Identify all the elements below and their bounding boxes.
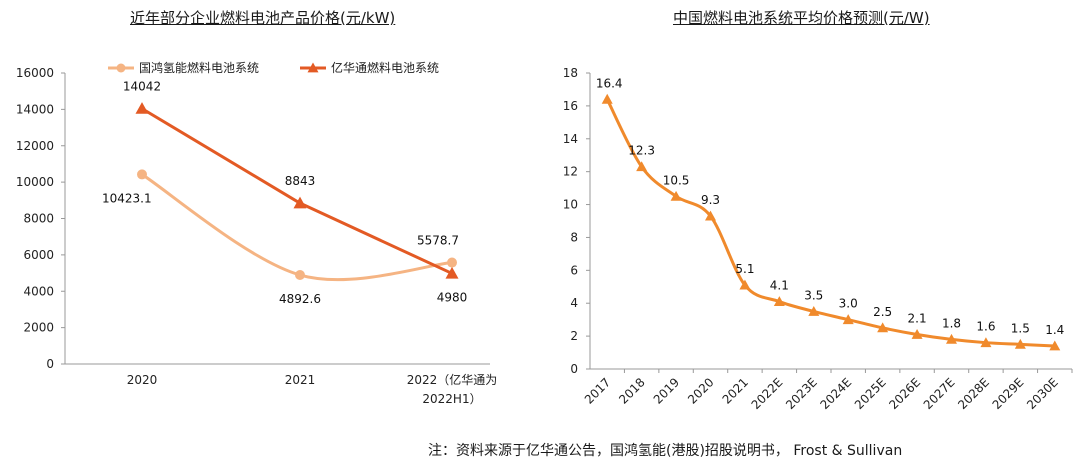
y-tick-label: 16000 — [16, 66, 54, 80]
y-tick-label: 12000 — [16, 139, 54, 153]
x-tick-label: 2017 — [582, 375, 613, 406]
data-point — [705, 210, 716, 221]
x-tick-label: 2020 — [685, 375, 716, 406]
data-label: 4892.6 — [279, 292, 321, 306]
x-tick-label: 2030E — [1024, 375, 1061, 412]
x-tick-label: 2025E — [852, 375, 889, 412]
series-line — [605, 98, 1055, 348]
data-point — [842, 314, 854, 325]
x-tick-label-line: 2022H1） — [422, 392, 481, 406]
data-label: 16.4 — [596, 76, 623, 90]
data-point — [808, 305, 820, 316]
data-label: 9.3 — [701, 193, 720, 207]
y-tick-label: 14000 — [16, 102, 54, 116]
x-tick-label: 2018 — [616, 375, 647, 406]
x-tick-label: 2026E — [886, 375, 923, 412]
data-label: 2.5 — [873, 305, 892, 319]
data-label: 1.6 — [976, 320, 995, 334]
source-note: 注：资料来源于亿华通公告，国鸿氢能(港股)招股说明书， Frost & Sull… — [428, 443, 903, 459]
x-tick-label: 2023E — [783, 375, 820, 412]
legend-label: 国鸿氢能燃料电池系统 — [139, 60, 259, 75]
data-label: 1.4 — [1045, 323, 1064, 337]
data-point — [636, 161, 648, 172]
y-tick-label: 4000 — [23, 284, 54, 298]
data-label: 1.5 — [1011, 321, 1030, 335]
legend-label: 亿华通燃料电池系统 — [331, 60, 439, 75]
chart-1: 0 2000 4000 6000 8000 10000 12000 14000 16000 202… — [16, 60, 498, 406]
legend-marker — [307, 62, 319, 73]
data-label: 5578.7 — [417, 234, 459, 248]
x-tick-label: 2027E — [921, 375, 958, 412]
y-tick-label: 8 — [570, 230, 578, 244]
y-tick-label: 2 — [570, 329, 578, 343]
y-tick-label: 0 — [570, 362, 578, 376]
data-point — [1014, 338, 1026, 349]
y-tick-label: 0 — [46, 357, 54, 371]
x-tick-label-line: 2020 — [127, 373, 158, 387]
data-label: 8843 — [285, 174, 316, 188]
data-point — [295, 270, 305, 281]
chart-1-title: 近年部分企业燃料电池产品价格(元/kW) — [130, 9, 396, 27]
legend-marker — [116, 63, 126, 73]
data-label: 12.3 — [628, 144, 655, 158]
y-tick-label: 10 — [563, 198, 578, 212]
x-tick-label: 2019 — [651, 375, 682, 406]
data-point — [877, 322, 889, 333]
y-tick-label: 8000 — [23, 212, 54, 226]
x-tick-label: 2028E — [955, 375, 992, 412]
chart-2: 0 2 4 6 8 10 12 14 16 18 2017 2018 2019 2020 20212022E… — [563, 66, 1073, 412]
data-label: 10423.1 — [102, 191, 152, 205]
y-tick-label: 6 — [570, 263, 578, 277]
data-label: 3.5 — [804, 288, 823, 302]
data-point — [1049, 340, 1061, 351]
y-tick-label: 18 — [563, 66, 578, 80]
data-label: 3.0 — [839, 297, 858, 311]
data-point — [601, 93, 613, 104]
data-label: 14042 — [123, 80, 161, 94]
x-tick-label-line: 2021 — [285, 373, 316, 387]
data-label: 4980 — [437, 290, 468, 304]
data-label: 1.8 — [942, 316, 961, 330]
data-point — [773, 296, 785, 306]
data-point — [293, 196, 307, 209]
y-tick-label: 16 — [563, 99, 578, 113]
y-tick-label: 2000 — [23, 321, 54, 335]
data-point — [447, 257, 457, 268]
data-point — [135, 102, 149, 114]
data-label: 10.5 — [663, 173, 690, 187]
x-tick-label: 2022（亿华通为 2022H1） — [407, 372, 498, 406]
x-tick-label: 2021 — [285, 373, 316, 387]
data-point — [946, 333, 957, 344]
y-tick-label: 12 — [563, 165, 578, 179]
data-point — [445, 266, 459, 279]
chart-2-title: 中国燃料电池系统平均价格预测(元/W) — [673, 9, 930, 27]
x-tick-label: 2021 — [720, 375, 751, 406]
y-tick-label: 4 — [570, 296, 578, 310]
data-point — [980, 337, 992, 348]
data-point — [739, 279, 751, 290]
y-tick-label: 14 — [563, 132, 578, 146]
data-point — [670, 190, 682, 201]
x-tick-label: 2022E — [749, 375, 786, 412]
x-tick-label: 2024E — [817, 375, 854, 412]
data-label: 2.1 — [908, 311, 927, 325]
data-label: 4.1 — [770, 279, 789, 293]
data-point — [911, 328, 923, 339]
data-label: 5.1 — [735, 262, 754, 276]
y-tick-label: 10000 — [16, 175, 54, 189]
data-point — [137, 169, 147, 180]
x-tick-label: 2029E — [990, 375, 1027, 412]
y-tick-label: 6000 — [23, 248, 54, 262]
x-tick-label: 2020 — [127, 373, 158, 387]
x-tick-label-line: 2022（亿华通为 — [407, 372, 498, 387]
